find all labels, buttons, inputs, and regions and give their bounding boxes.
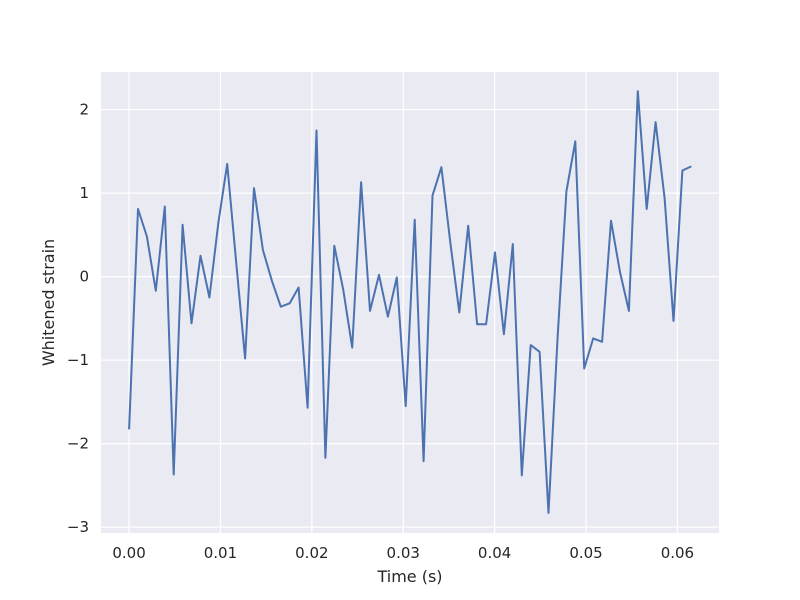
x-tick-label: 0.01 <box>204 544 237 562</box>
x-tick-label: 0.06 <box>661 544 694 562</box>
y-tick-label: 2 <box>79 101 89 119</box>
x-axis-label: Time (s) <box>376 567 442 586</box>
y-axis-label: Whitened strain <box>39 239 58 366</box>
x-tick-label: 0.05 <box>569 544 602 562</box>
y-tick-label: 1 <box>79 184 89 202</box>
y-tick-label: 0 <box>79 268 89 286</box>
y-tick-labels: −3 −2 −1 0 1 2 <box>67 101 89 537</box>
series-line <box>128 90 692 514</box>
y-tick-label: −2 <box>67 435 89 453</box>
x-tick-labels: 0.00 0.01 0.02 0.03 0.04 0.05 0.06 <box>112 544 694 562</box>
x-tick-label: 0.02 <box>295 544 328 562</box>
y-tick-label: −1 <box>67 351 89 369</box>
y-tick-label: −3 <box>67 518 89 536</box>
x-tick-label: 0.04 <box>478 544 511 562</box>
x-tick-label: 0.00 <box>112 544 145 562</box>
series-layer <box>128 90 692 514</box>
x-tick-label: 0.03 <box>387 544 420 562</box>
